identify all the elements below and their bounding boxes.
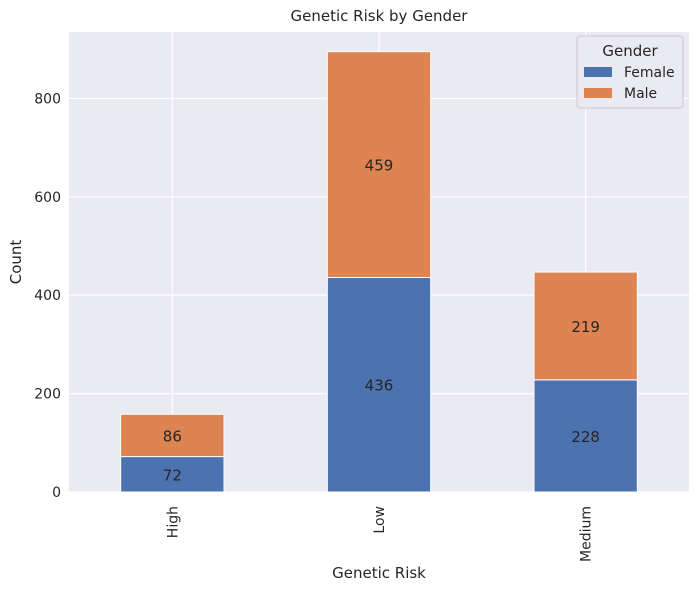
legend-swatch-male bbox=[584, 88, 612, 98]
data-label-male: 459 bbox=[365, 157, 394, 175]
x-axis-title: Genetic Risk bbox=[332, 564, 426, 582]
chart-title: Genetic Risk by Gender bbox=[291, 7, 469, 25]
y-tick-label: 400 bbox=[34, 288, 61, 304]
bars bbox=[120, 51, 638, 493]
legend-swatch-female bbox=[584, 67, 612, 77]
data-labels: 72 86 436 459 228 219 bbox=[163, 157, 600, 485]
bar-female-low bbox=[326, 276, 432, 493]
data-label-female: 72 bbox=[163, 466, 182, 484]
x-tick-label: Low bbox=[372, 506, 388, 534]
x-tick-label: High bbox=[165, 506, 181, 538]
y-tick-label: 600 bbox=[34, 190, 61, 206]
data-label-female: 228 bbox=[571, 428, 600, 446]
bar-male-low bbox=[326, 51, 432, 278]
bar-female-medium bbox=[533, 379, 638, 493]
legend-label-male: Male bbox=[624, 86, 657, 102]
y-tick-label: 200 bbox=[34, 387, 61, 403]
data-label-male: 219 bbox=[571, 318, 600, 336]
x-axis-ticks: High Low Medium bbox=[165, 506, 594, 562]
bar-male-high bbox=[120, 413, 225, 458]
x-tick-label: Medium bbox=[579, 506, 595, 562]
y-axis-ticks: 0 200 400 600 800 bbox=[34, 91, 61, 501]
legend-label-female: Female bbox=[624, 65, 675, 81]
bar-male-medium bbox=[533, 271, 638, 381]
bar-female-high bbox=[120, 456, 225, 493]
data-label-female: 436 bbox=[365, 377, 394, 395]
legend: Gender Female Male bbox=[576, 35, 684, 109]
data-label-male: 86 bbox=[163, 427, 182, 445]
y-tick-label: 800 bbox=[34, 91, 61, 107]
legend-title: Gender bbox=[602, 42, 658, 60]
y-tick-label: 0 bbox=[52, 485, 61, 501]
y-axis-title: Count bbox=[7, 240, 25, 285]
